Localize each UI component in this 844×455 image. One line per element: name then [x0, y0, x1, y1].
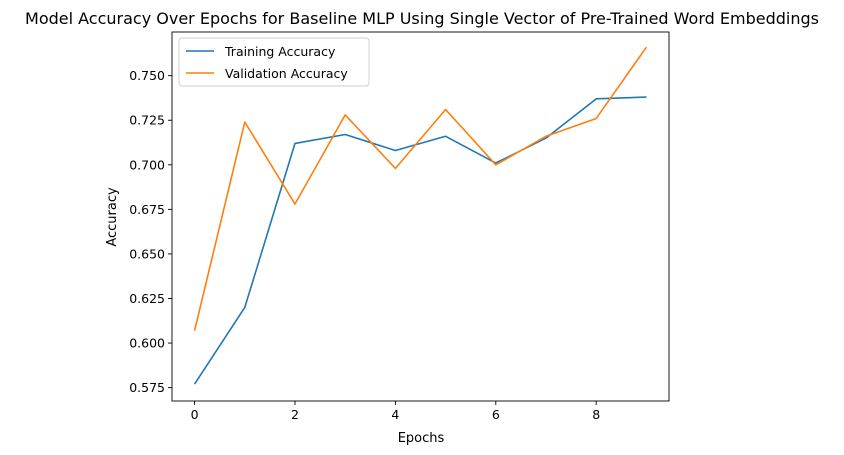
- series-line-validation: [193, 46, 648, 331]
- x-tick-label: 0: [191, 407, 199, 422]
- legend-label-training: Training Accuracy: [224, 44, 336, 59]
- plot-frame: [171, 31, 670, 402]
- y-axis-label: Accuracy: [105, 187, 120, 247]
- y-tick-label: 0.575: [129, 380, 165, 395]
- y-tick-label: 0.700: [129, 157, 165, 172]
- y-tick-label: 0.725: [129, 113, 165, 128]
- y-tick-label: 0.750: [129, 68, 165, 83]
- y-tick-label: 0.675: [129, 202, 165, 217]
- x-tick-label: 2: [291, 407, 299, 422]
- y-tick-label: 0.600: [129, 336, 165, 351]
- y-tick-label: 0.650: [129, 246, 165, 261]
- legend-box: [178, 37, 370, 87]
- x-tick-label: 4: [391, 407, 399, 422]
- x-axis-label: Epochs: [398, 431, 445, 446]
- series-line-training: [193, 96, 647, 385]
- x-tick-label: 6: [492, 407, 500, 422]
- legend-label-validation: Validation Accuracy: [225, 66, 348, 81]
- x-tick-label: 8: [592, 407, 600, 422]
- legend: Training Accuracy Validation Accuracy: [178, 37, 370, 87]
- y-tick-label: 0.625: [129, 291, 165, 306]
- chart-title: Model Accuracy Over Epochs for Baseline …: [25, 9, 819, 28]
